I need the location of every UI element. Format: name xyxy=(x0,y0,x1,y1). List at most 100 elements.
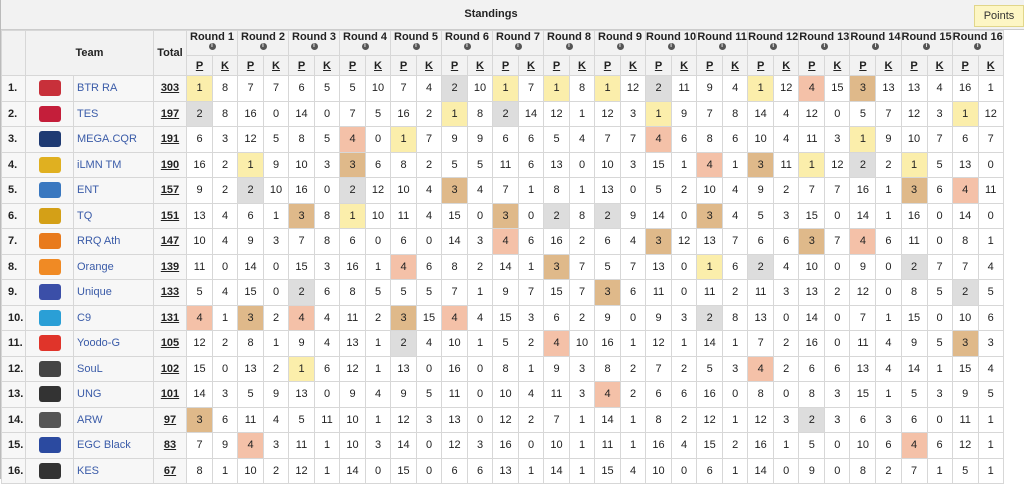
info-icon[interactable]: i xyxy=(820,43,828,50)
kills-header[interactable]: K xyxy=(569,55,595,76)
info-icon[interactable]: i xyxy=(310,43,318,50)
team-name-link[interactable]: BTR RA xyxy=(73,75,154,102)
egc-logo-icon[interactable] xyxy=(38,437,61,454)
kills-header[interactable]: K xyxy=(824,55,851,76)
placement-cell: 12 xyxy=(288,457,315,484)
kills-header[interactable]: K xyxy=(926,55,953,76)
info-icon[interactable]: i xyxy=(923,43,931,50)
kills-header[interactable]: K xyxy=(416,55,442,76)
kills-cell: 0 xyxy=(824,100,851,127)
round-label: Round 9 xyxy=(598,31,642,44)
orange-logo-icon[interactable] xyxy=(38,258,61,275)
team-logo-cell xyxy=(25,330,74,357)
total-header[interactable]: Total xyxy=(153,30,187,76)
points-button[interactable]: Points xyxy=(974,5,1024,27)
placement-cell: 6 xyxy=(441,457,468,484)
yoodo-logo-icon[interactable] xyxy=(38,335,61,352)
kills-header[interactable]: K xyxy=(722,55,749,76)
info-icon[interactable]: i xyxy=(667,43,675,50)
team-name-link[interactable]: C9 xyxy=(73,304,154,331)
kills-cell: 6 xyxy=(620,279,646,306)
team-name-link[interactable]: Orange xyxy=(73,253,154,280)
info-icon[interactable]: i xyxy=(769,43,777,50)
team-name-link[interactable]: Yoodo-G xyxy=(73,330,154,357)
placement-header[interactable]: P xyxy=(492,55,519,76)
team-name-link[interactable]: EGC Black xyxy=(73,432,154,459)
info-icon[interactable]: i xyxy=(514,43,522,50)
team-name-link[interactable]: ARW xyxy=(73,406,154,433)
placement-header[interactable]: P xyxy=(798,55,826,76)
team-name-link[interactable]: UNG xyxy=(73,381,154,408)
info-icon[interactable]: i xyxy=(616,43,624,50)
placement-cell: 2 xyxy=(696,304,724,331)
rank-cell: 2. xyxy=(1,100,26,127)
kills-header[interactable]: K xyxy=(518,55,544,76)
info-icon[interactable]: i xyxy=(361,43,369,50)
team-name-link[interactable]: Unique xyxy=(73,279,154,306)
info-icon[interactable]: i xyxy=(463,43,471,50)
placement-header[interactable]: P xyxy=(900,55,928,76)
info-icon[interactable]: i xyxy=(974,43,982,50)
mega-logo-icon[interactable] xyxy=(38,131,61,148)
rrq-logo-icon[interactable] xyxy=(38,233,61,250)
kills-header[interactable]: K xyxy=(467,55,493,76)
placement-header[interactable]: P xyxy=(849,55,877,76)
kills-cell: 9 xyxy=(263,151,289,178)
placement-header[interactable]: P xyxy=(696,55,724,76)
unique-logo-icon[interactable] xyxy=(38,284,61,301)
placement-header[interactable]: P xyxy=(644,55,673,76)
info-icon[interactable]: i xyxy=(208,43,216,50)
kills-header[interactable]: K xyxy=(314,55,340,76)
team-name-link[interactable]: SouL xyxy=(73,355,154,382)
team-name-link[interactable]: TQ xyxy=(73,202,154,229)
soul-logo-icon[interactable] xyxy=(38,360,61,377)
ilmn-logo-icon[interactable] xyxy=(38,156,61,173)
info-icon[interactable]: i xyxy=(871,43,879,50)
kills-cell: 2 xyxy=(671,355,698,382)
ent-logo-icon[interactable] xyxy=(38,182,61,199)
placement-cell: 9 xyxy=(900,330,928,357)
info-icon[interactable]: i xyxy=(565,43,573,50)
placement-header[interactable]: P xyxy=(237,55,264,76)
kes-logo-icon[interactable] xyxy=(38,462,61,479)
team-name-link[interactable]: TES xyxy=(73,100,154,127)
kills-header[interactable]: K xyxy=(263,55,289,76)
round-label: Round 3 xyxy=(292,31,336,44)
team-name-link[interactable]: MEGA.CQR xyxy=(73,126,154,153)
placement-header[interactable]: P xyxy=(186,55,213,76)
table-row: 1. BTR RA 303 1 8 7 7 6 5 5 10 7 4 2 10 1 7 1 8 1 12 2 11 9 4 1 12… xyxy=(1,75,1004,102)
team-name-link[interactable]: ENT xyxy=(73,177,154,204)
placement-header-label: P xyxy=(501,59,510,72)
kills-cell: 0 xyxy=(467,406,493,433)
kills-header[interactable]: K xyxy=(620,55,646,76)
placement-header[interactable]: P xyxy=(390,55,417,76)
info-icon[interactable]: i xyxy=(259,43,267,50)
placement-header[interactable]: P xyxy=(951,55,979,76)
tq-logo-icon[interactable] xyxy=(38,207,61,224)
kills-header[interactable]: K xyxy=(365,55,391,76)
btr-logo-icon[interactable] xyxy=(38,80,61,97)
kills-header[interactable]: K xyxy=(773,55,800,76)
c9-logo-icon[interactable] xyxy=(38,309,61,326)
kills-cell: 3 xyxy=(212,126,238,153)
info-icon[interactable]: i xyxy=(718,43,726,50)
placement-header[interactable]: P xyxy=(543,55,570,76)
placement-header[interactable]: P xyxy=(747,55,775,76)
team-name-link[interactable]: KES xyxy=(73,457,154,484)
info-icon[interactable]: i xyxy=(412,43,420,50)
placement-header[interactable]: P xyxy=(594,55,621,76)
placement-header[interactable]: P xyxy=(288,55,315,76)
placement-header[interactable]: P xyxy=(441,55,468,76)
ung-logo-icon[interactable] xyxy=(38,386,61,403)
tes-logo-icon[interactable] xyxy=(38,105,61,122)
team-header[interactable]: Team xyxy=(25,30,154,76)
kills-header[interactable]: K xyxy=(671,55,698,76)
kills-header[interactable]: K xyxy=(212,55,238,76)
kills-cell: 2 xyxy=(620,381,646,408)
team-name-link[interactable]: RRQ Ath xyxy=(73,228,154,255)
kills-header[interactable]: K xyxy=(977,55,1004,76)
placement-header[interactable]: P xyxy=(339,55,366,76)
kills-header[interactable]: K xyxy=(875,55,902,76)
arw-logo-icon[interactable] xyxy=(38,411,61,428)
team-name-link[interactable]: iLMN TM xyxy=(73,151,154,178)
